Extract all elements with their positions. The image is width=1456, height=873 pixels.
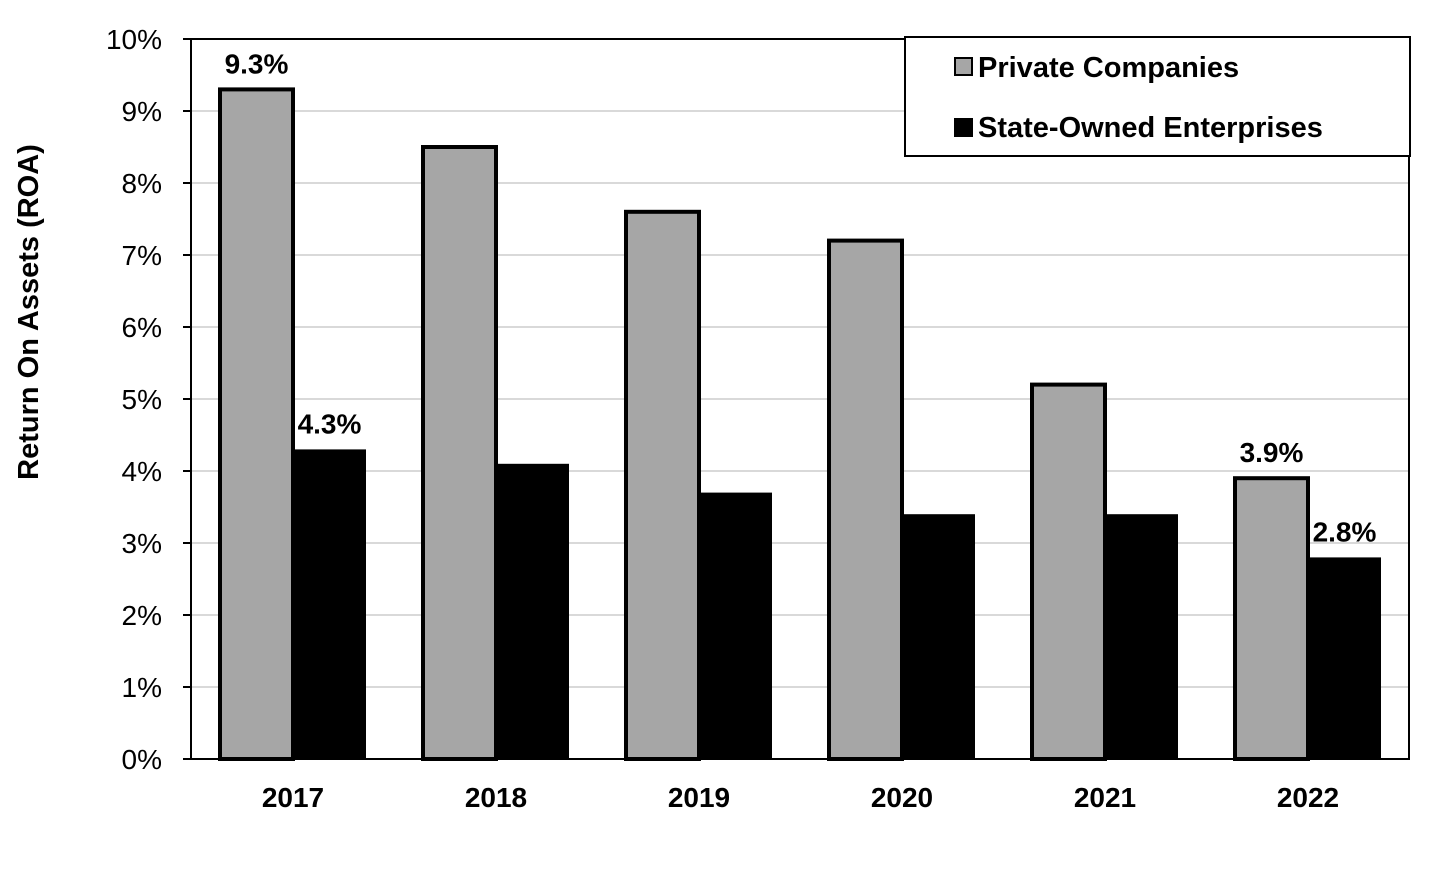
y-tick-label: 4% xyxy=(122,456,162,487)
bar-state-owned-enterprises-2021 xyxy=(1105,514,1178,759)
bars xyxy=(218,87,1381,762)
bar-private-companies-2022 xyxy=(1233,476,1310,761)
x-tick-label-2019: 2019 xyxy=(668,782,730,813)
y-tick-label: 1% xyxy=(122,672,162,703)
y-axis-title: Return On Assets (ROA) xyxy=(13,144,45,480)
y-axis-ticks: 0% 1% 2% 3% 4% 5% 6% 7% 8% 9% 10% xyxy=(106,24,191,775)
x-tick-label-2021: 2021 xyxy=(1074,782,1136,813)
x-tick-label-2018: 2018 xyxy=(465,782,527,813)
y-tick-label: 0% xyxy=(122,744,162,775)
x-tick-label-2022: 2022 xyxy=(1277,782,1339,813)
plot-area-frame xyxy=(190,38,1410,760)
legend-swatch-state-owned-enterprises xyxy=(954,118,973,137)
x-tick-label-2020: 2020 xyxy=(871,782,933,813)
bar-state-owned-enterprises-2018 xyxy=(496,463,569,759)
y-tick-label: 8% xyxy=(122,168,162,199)
bar-private-companies-2018 xyxy=(421,145,498,761)
data-label-private-companies-2017: 9.3% xyxy=(225,48,289,79)
y-tick-label: 2% xyxy=(122,600,162,631)
legend-label-state-owned-enterprises: State-Owned Enterprises xyxy=(978,112,1323,144)
y-tick-label: 7% xyxy=(122,240,162,271)
bar-state-owned-enterprises-2019 xyxy=(699,492,772,759)
bar-state-owned-enterprises-2017 xyxy=(293,449,366,759)
legend-swatch-private-companies xyxy=(954,57,973,76)
bar-state-owned-enterprises-2020 xyxy=(902,514,975,759)
x-tick-label-2017: 2017 xyxy=(262,782,324,813)
data-label-state-owned-enterprises-2022: 2.8% xyxy=(1313,516,1377,547)
y-tick-label: 5% xyxy=(122,384,162,415)
data-label-state-owned-enterprises-2017: 4.3% xyxy=(298,408,362,439)
bar-private-companies-2021 xyxy=(1030,382,1107,761)
y-tick-label: 6% xyxy=(122,312,162,343)
y-tick-label: 10% xyxy=(106,24,162,55)
data-label-private-companies-2022: 3.9% xyxy=(1240,437,1304,468)
bar-state-owned-enterprises-2022 xyxy=(1308,557,1381,759)
x-axis-ticks: 2017 2018 2019 2020 2021 2022 xyxy=(262,782,1339,813)
bar-private-companies-2017 xyxy=(218,87,295,761)
legend: Private Companies State-Owned Enterprise… xyxy=(904,36,1411,157)
y-tick-label: 9% xyxy=(122,96,162,127)
y-tick-label: 3% xyxy=(122,528,162,559)
bar-private-companies-2020 xyxy=(827,238,904,762)
data-labels: 9.3% 4.3% 3.9% 2.8% xyxy=(225,48,1377,547)
legend-box xyxy=(904,36,1411,157)
bar-private-companies-2019 xyxy=(624,209,701,762)
legend-label-private-companies: Private Companies xyxy=(978,52,1239,84)
